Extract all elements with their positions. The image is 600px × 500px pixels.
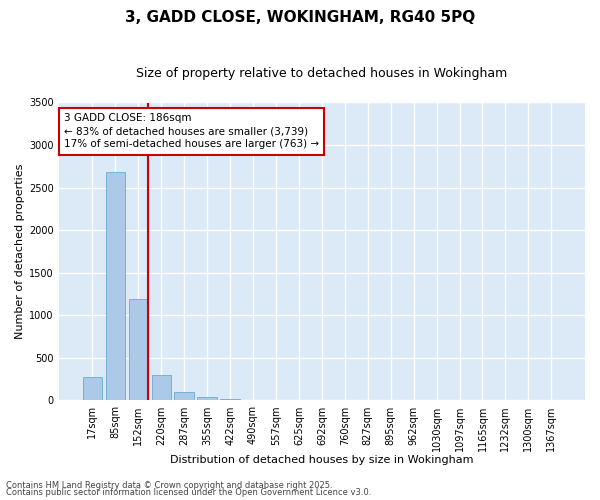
Bar xyxy=(83,378,102,400)
Text: 3, GADD CLOSE, WOKINGHAM, RG40 5PQ: 3, GADD CLOSE, WOKINGHAM, RG40 5PQ xyxy=(125,10,475,25)
Y-axis label: Number of detached properties: Number of detached properties xyxy=(15,164,25,339)
Bar xyxy=(128,299,148,400)
Bar xyxy=(175,392,194,400)
Bar xyxy=(152,375,171,400)
X-axis label: Distribution of detached houses by size in Wokingham: Distribution of detached houses by size … xyxy=(170,455,473,465)
Title: Size of property relative to detached houses in Wokingham: Size of property relative to detached ho… xyxy=(136,68,508,80)
Bar xyxy=(197,397,217,400)
Text: Contains public sector information licensed under the Open Government Licence v3: Contains public sector information licen… xyxy=(6,488,371,497)
Text: Contains HM Land Registry data © Crown copyright and database right 2025.: Contains HM Land Registry data © Crown c… xyxy=(6,480,332,490)
Bar xyxy=(106,172,125,400)
Text: 3 GADD CLOSE: 186sqm
← 83% of detached houses are smaller (3,739)
17% of semi-de: 3 GADD CLOSE: 186sqm ← 83% of detached h… xyxy=(64,113,319,150)
Bar xyxy=(220,399,240,400)
